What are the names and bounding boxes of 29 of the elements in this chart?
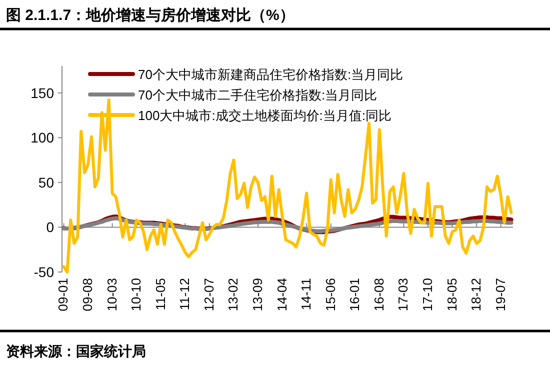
x-tick-label: 13-02 bbox=[226, 278, 241, 312]
x-tick-label: 13-09 bbox=[250, 278, 266, 312]
x-tick-label: 09-08 bbox=[80, 278, 96, 312]
y-tick-label: 100 bbox=[30, 130, 54, 146]
x-tick-label: 17-10 bbox=[420, 278, 436, 312]
x-tick-label: 17-03 bbox=[396, 278, 411, 312]
x-tick-label: 16-01 bbox=[347, 278, 362, 312]
annotation: 资料来源：国家统计局 bbox=[6, 343, 146, 359]
x-tick-label: 11-05 bbox=[152, 278, 168, 310]
y-tick-label: 150 bbox=[30, 84, 54, 101]
x-tick-label: 18-12 bbox=[468, 278, 484, 312]
y-tick-label: 0 bbox=[46, 219, 54, 236]
x-tick-label: 16-08 bbox=[371, 278, 386, 312]
x-tick-label: 18-05 bbox=[444, 278, 460, 312]
x-tick-label: 14-11 bbox=[298, 278, 314, 310]
x-tick-label: 15-06 bbox=[322, 278, 338, 312]
x-tick-label: 14-04 bbox=[274, 278, 290, 312]
y-tick-label: 50 bbox=[38, 174, 54, 190]
title: 图 2.1.1.7：地价增速与房价增速对比（%） bbox=[6, 7, 294, 24]
x-tick-label: 10-03 bbox=[104, 278, 120, 312]
x-tick-label: 09-01 bbox=[56, 278, 71, 312]
x-tick-label: 11-12 bbox=[177, 278, 192, 310]
x-tick-label: 19-07 bbox=[492, 278, 508, 312]
legend-label: 70个大中城市二手住宅价格指数:当月同比 bbox=[138, 88, 378, 102]
legend-label: 100大中城市:成交土地楼面均价:当月值:同比 bbox=[138, 108, 392, 123]
legend-label: 70个大中城市新建商品住宅价格指数:当月同比 bbox=[138, 67, 404, 82]
x-tick-label: 12-07 bbox=[201, 278, 216, 312]
y-tick-label: -50 bbox=[34, 264, 54, 280]
x-tick-label: 10-10 bbox=[128, 278, 144, 312]
